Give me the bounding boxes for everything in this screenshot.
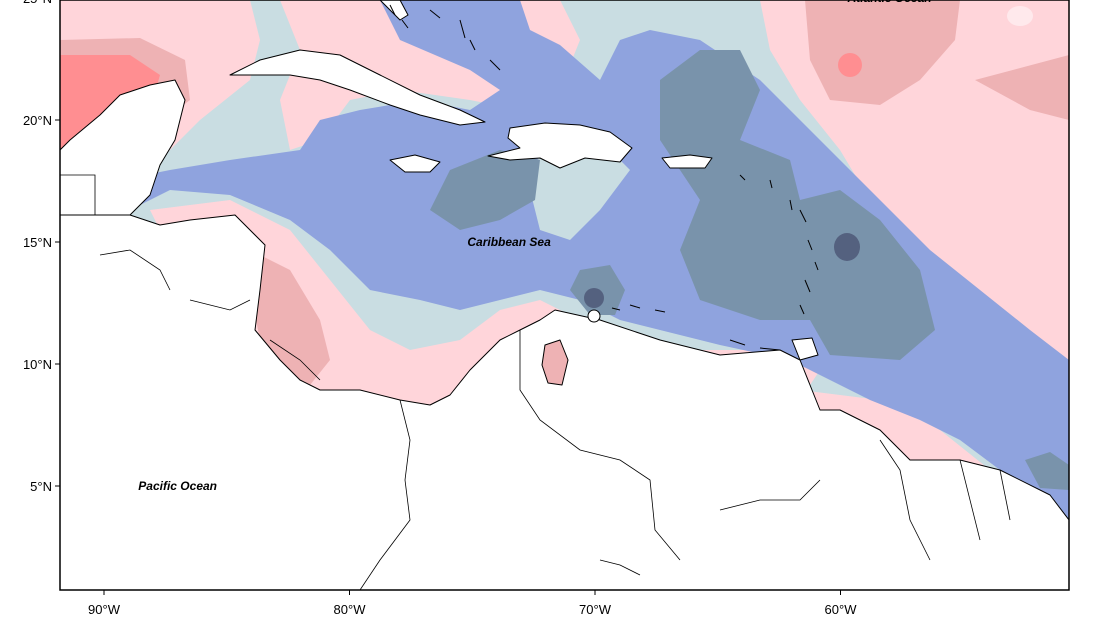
- lat-tick-label: 5°N: [30, 479, 52, 494]
- place-label: Pacific Ocean: [138, 479, 217, 493]
- anomaly-caribbean: [120, 0, 1069, 520]
- land-layer: [60, 0, 1069, 590]
- place-label: Caribbean Sea: [467, 235, 551, 249]
- place-label: Atlantic Ocean: [847, 0, 932, 5]
- lat-tick-label: 20°N: [23, 113, 52, 128]
- anomaly-atlantic-right: [975, 55, 1069, 120]
- land-hispaniola: [487, 122, 633, 169]
- anomaly-aruba-strong: [584, 288, 604, 308]
- land-puerto-rico: [661, 154, 713, 169]
- country-borders: [60, 174, 1011, 590]
- axis-ticks: 90°W 80°W 70°W 60°W 25°N 20°N 15°N 10°N 5°N: [23, 0, 857, 617]
- map-frame: [59, 0, 1070, 591]
- land-cuba: [229, 49, 486, 126]
- anomaly-caribbean-mid-west: [430, 150, 540, 230]
- anomaly-atlantic-mid: [805, 0, 960, 105]
- lat-tick-label: 15°N: [23, 235, 52, 250]
- lon-tick-label: 80°W: [334, 602, 367, 617]
- land-florida: [379, 0, 409, 21]
- lon-tick-label: 70°W: [579, 602, 612, 617]
- land-jamaica: [389, 154, 441, 173]
- anomaly-guiana-coast-mid: [1025, 452, 1069, 490]
- anomaly-lesser-antilles-strong: [834, 233, 860, 261]
- lat-tick-label: 10°N: [23, 357, 52, 372]
- lon-tick-label: 60°W: [825, 602, 858, 617]
- anomaly-caribbean-mid-east: [660, 50, 935, 360]
- anomaly-gulf-strong: [60, 55, 160, 150]
- lat-tick-label: 25°N: [23, 0, 52, 6]
- small-islands: [389, 4, 819, 351]
- anomaly-atlantic-white-spot: [1007, 6, 1033, 26]
- land-trinidad: [791, 337, 819, 361]
- place-labels: Atlantic Ocean Caribbean Sea Pacific Ocean: [138, 0, 931, 493]
- anomaly-atlantic-spot: [838, 53, 862, 77]
- lake-maracaibo: [541, 339, 569, 386]
- land-central-america: [60, 214, 1069, 590]
- lon-tick-label: 90°W: [88, 602, 121, 617]
